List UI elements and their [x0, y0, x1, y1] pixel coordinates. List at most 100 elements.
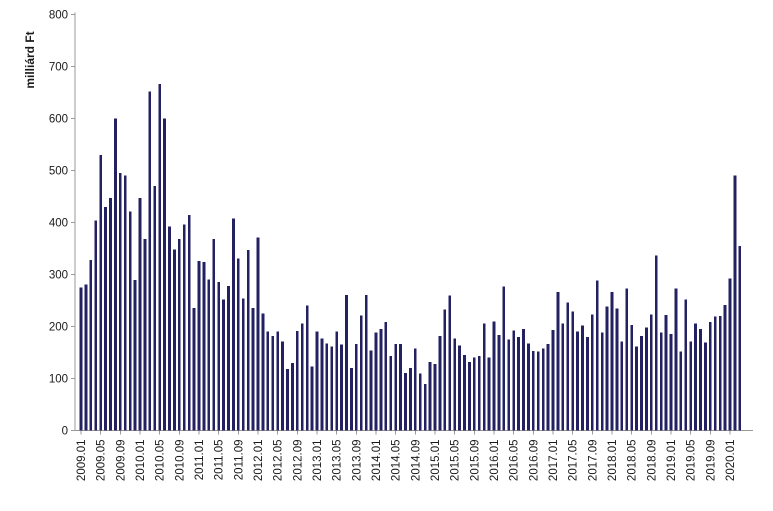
bar-2016.06 — [517, 336, 520, 431]
x-tick-label: 2011.01 — [194, 440, 206, 481]
bar-2014.04 — [389, 356, 393, 431]
bar-2011.04 — [212, 239, 216, 431]
bar-2013.09 — [354, 344, 358, 431]
bar-2011.07 — [227, 285, 230, 431]
y-tick-label: 400 — [49, 218, 68, 230]
bar-2012.03 — [266, 331, 270, 431]
bar-2015.10 — [477, 356, 481, 431]
bar-2016.03 — [502, 286, 506, 431]
bar-2010.01 — [138, 198, 142, 431]
bar-2009.07 — [109, 198, 112, 431]
bar-2009.12 — [133, 280, 137, 431]
x-tick-label: 2009.09 — [115, 440, 127, 482]
bar-2013.04 — [330, 346, 334, 431]
bar-2010.05 — [158, 84, 162, 431]
bar-2011.02 — [202, 262, 206, 431]
bar-2009.11 — [128, 211, 132, 431]
x-tick-label: 2009.01 — [76, 440, 88, 482]
bar-2013.12 — [369, 350, 373, 431]
bar-2010.03 — [148, 91, 152, 431]
bar-2017.04 — [566, 302, 570, 431]
bar-2016.07 — [522, 329, 525, 431]
bar-2011.05 — [217, 281, 221, 431]
x-tick-label: 2019.09 — [705, 440, 717, 482]
bar-2012.05 — [276, 331, 280, 431]
x-tick-label: 2012.09 — [292, 440, 304, 482]
bar-2012.09 — [295, 331, 299, 431]
bar-2016.01 — [492, 321, 496, 431]
bar-2016.09 — [531, 350, 535, 431]
bar-2012.01 — [256, 237, 260, 431]
x-tick-label: 2014.05 — [391, 440, 403, 482]
bar-2012.04 — [271, 335, 275, 431]
bar-2012.06 — [281, 341, 284, 431]
x-tick-label: 2012.05 — [273, 440, 285, 482]
bar-2013.08 — [350, 368, 353, 431]
bar-2019.04 — [684, 299, 688, 431]
x-tick-label: 2015.09 — [469, 440, 481, 482]
bar-2017.12 — [605, 306, 609, 431]
bar-2010.09 — [177, 239, 181, 431]
bar-2013.03 — [325, 343, 329, 431]
bar-2014.05 — [394, 344, 398, 431]
bar-2012.12 — [310, 366, 314, 431]
bar-2014.08 — [409, 368, 412, 431]
bar-2018.03 — [620, 341, 624, 431]
bar-2019.08 — [704, 342, 707, 431]
bar-2019.02 — [674, 288, 678, 431]
x-tick-label: 2018.01 — [607, 440, 619, 482]
x-tick-label: 2014.09 — [410, 440, 422, 482]
x-tick-label: 2018.09 — [646, 440, 658, 482]
bar-2019.05 — [689, 341, 693, 431]
bar-2011.11 — [246, 250, 250, 431]
bar-2016.10 — [536, 351, 540, 431]
bar-2017.07 — [581, 325, 584, 431]
x-tick-label: 2010.05 — [155, 440, 167, 482]
x-tick-label: 2018.05 — [627, 440, 639, 482]
bar-2018.09 — [649, 314, 653, 431]
y-tick-label: 0 — [62, 426, 68, 438]
bar-2015.09 — [472, 357, 476, 431]
bar-2015.11 — [482, 323, 486, 431]
bar-2018.05 — [630, 324, 634, 431]
bar-2011.09 — [236, 258, 240, 431]
y-tick-label: 700 — [49, 62, 68, 74]
bar-2012.08 — [291, 362, 294, 431]
bar-2013.06 — [340, 344, 343, 431]
bar-2009.08 — [114, 118, 117, 431]
bar-2009.05 — [99, 154, 103, 431]
x-tick-label: 2010.09 — [174, 440, 186, 482]
bar-2010.07 — [168, 226, 171, 431]
bar-2013.11 — [364, 294, 368, 431]
bar-2017.09 — [590, 314, 594, 431]
bar-2010.02 — [143, 239, 147, 431]
x-tick-label: 2012.01 — [253, 440, 265, 482]
x-tick-label: 2020.01 — [725, 440, 737, 482]
y-tick-label: 200 — [49, 322, 68, 334]
bar-2016.05 — [512, 330, 516, 431]
bar-2019.10 — [713, 316, 717, 431]
bar-2013.01 — [315, 331, 319, 431]
x-tick-label: 2009.05 — [96, 440, 108, 482]
x-tick-label: 2017.05 — [568, 440, 580, 482]
bar-2009.02 — [84, 284, 88, 431]
bar-2013.10 — [359, 315, 363, 431]
bar-2014.03 — [384, 321, 388, 431]
bar-2014.07 — [404, 372, 407, 431]
bar-2010.12 — [192, 307, 196, 431]
bar-2013.07 — [345, 294, 348, 431]
bar-2011.08 — [232, 218, 235, 431]
bar-2019.07 — [699, 329, 702, 431]
bar-2014.11 — [423, 384, 427, 431]
bar-2019.12 — [723, 305, 727, 431]
bar-2014.09 — [413, 348, 417, 431]
bar-2017.06 — [576, 331, 579, 431]
bar-2014.12 — [428, 361, 432, 431]
bar-2012.02 — [261, 313, 265, 431]
bar-2015.12 — [487, 357, 491, 431]
bar-2018.07 — [640, 335, 643, 431]
bar-2016.11 — [541, 348, 545, 431]
bar-2016.04 — [507, 339, 511, 431]
